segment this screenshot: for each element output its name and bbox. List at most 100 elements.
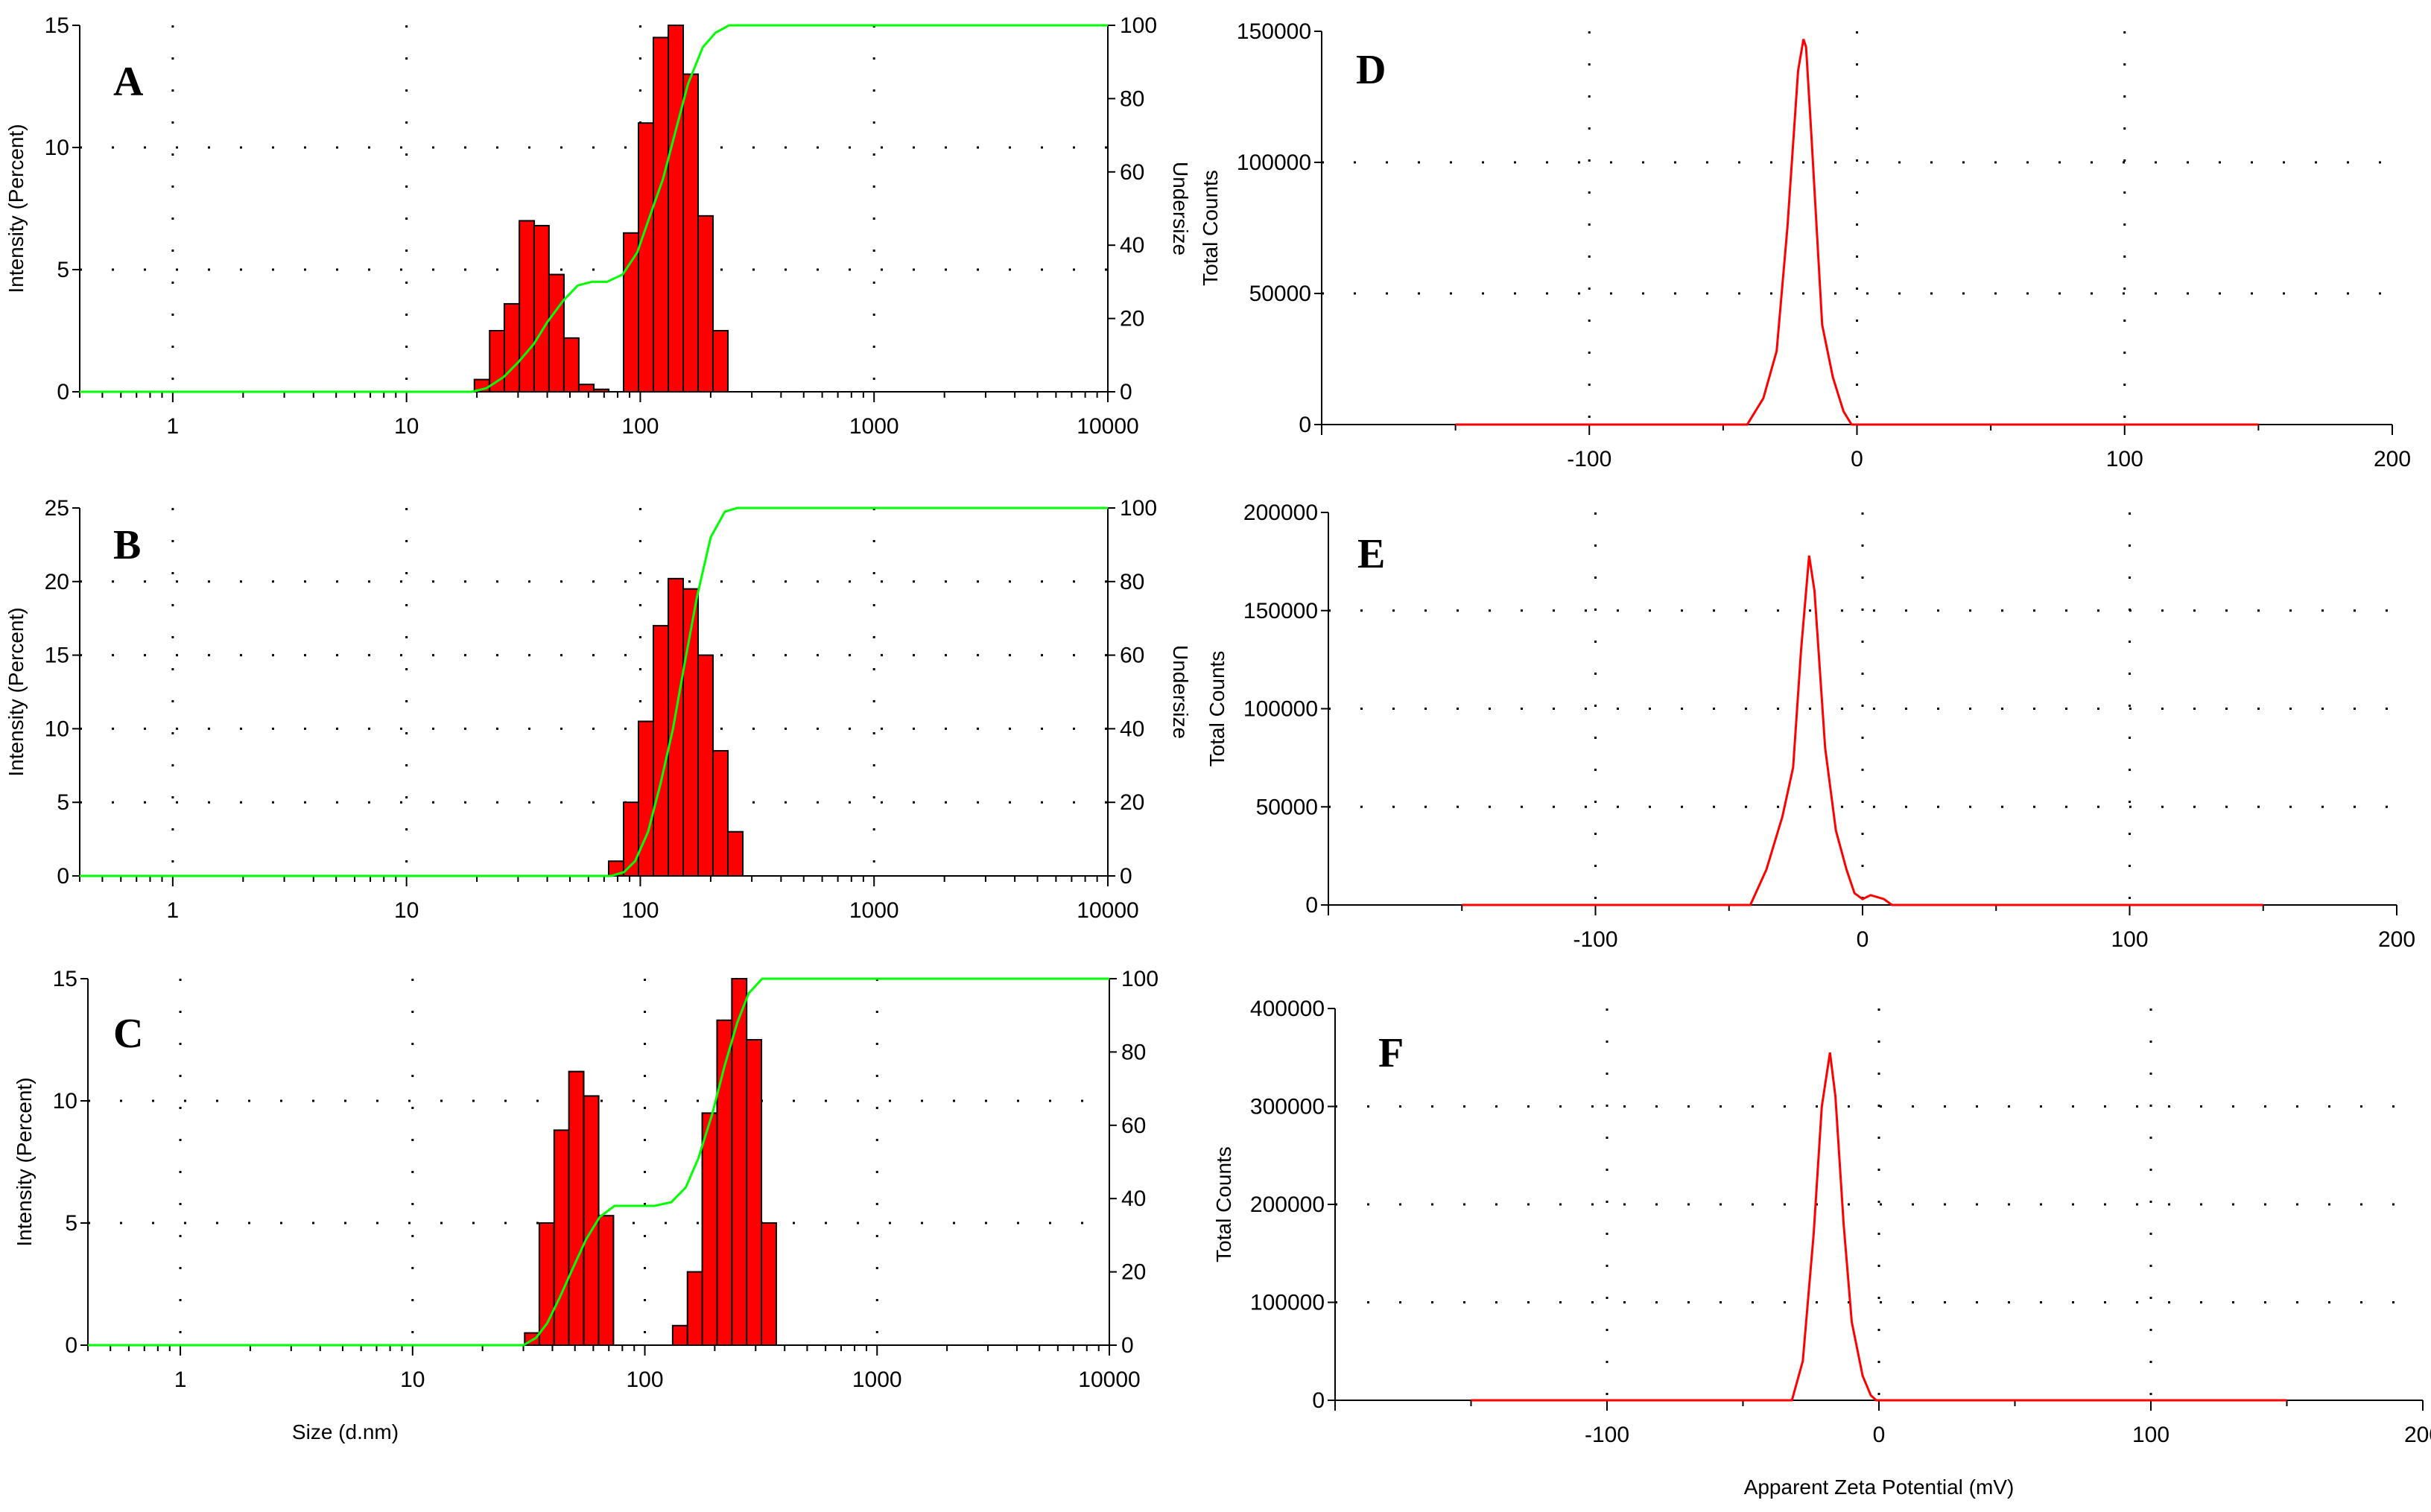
- x-tick-label: -100: [1567, 447, 1611, 471]
- intensity-bar: [712, 330, 729, 393]
- y-tick-label: 400000: [1250, 997, 1325, 1021]
- y2-tick-label: 80: [1121, 1040, 1146, 1064]
- y-tick-label: 50000: [1249, 282, 1311, 306]
- y-axis-title: Total Counts: [1212, 1146, 1235, 1262]
- y2-tick-label: 40: [1120, 717, 1144, 741]
- y2-tick-label: 100: [1120, 496, 1157, 521]
- panel-e: 0 50000 100000 150000 200000 -100 0 100 200 Total…: [1205, 501, 2415, 952]
- y-tick-label: 25: [45, 496, 69, 521]
- x-tick-label: -100: [1573, 927, 1617, 952]
- y-tick-label: 150000: [1243, 599, 1318, 623]
- panel-label: E: [1357, 531, 1385, 577]
- y2-tick-label: 0: [1120, 864, 1132, 889]
- y-tick-label: 15: [45, 13, 69, 38]
- y2-tick-label: 20: [1120, 790, 1144, 815]
- y-tick-label: 20: [45, 570, 69, 594]
- x-tick-label: 10000: [1077, 898, 1138, 923]
- y2-tick-label: 80: [1120, 570, 1144, 594]
- intensity-bar: [671, 1324, 688, 1347]
- y-axis-title: Intensity (Percent): [4, 124, 28, 293]
- y-tick-label: 5: [57, 258, 69, 282]
- y2-tick-label: 40: [1120, 233, 1144, 258]
- y2-axis-title: Undersize: [1169, 645, 1192, 739]
- x-tick-label: 100: [2111, 927, 2148, 952]
- intensity-bar: [503, 302, 520, 393]
- x-axis-title: Size (d.nm): [292, 1420, 399, 1443]
- intensity-bar: [701, 1112, 718, 1347]
- intensity-bar: [548, 273, 565, 393]
- y-tick-label: 100000: [1237, 150, 1311, 175]
- intensity-bar: [682, 73, 700, 393]
- y-tick-label: 5: [65, 1211, 77, 1236]
- panel-label: C: [113, 1011, 143, 1057]
- x-tick-label: 0: [1851, 447, 1863, 471]
- panel-label: F: [1378, 1030, 1404, 1076]
- intensity-bar: [712, 750, 729, 877]
- x-tick-label: 100: [621, 898, 659, 923]
- y2-tick-label: 20: [1120, 307, 1144, 331]
- x-tick-label: 200: [2374, 447, 2411, 471]
- intensity-bar: [686, 1271, 703, 1346]
- zeta-curve: [1462, 555, 2263, 906]
- intensity-bar: [519, 220, 536, 393]
- x-tick-label: 200: [2378, 927, 2415, 952]
- x-tick-label: 0: [1873, 1423, 1886, 1447]
- y2-tick-label: 60: [1121, 1114, 1146, 1138]
- y-tick-label: 10: [53, 1089, 77, 1114]
- y-tick-label: 0: [57, 380, 69, 404]
- panel-b: 0 5 10 15 20 25 0 20 40 60 80 100 1 10 100 1000 10000 Int…: [4, 496, 1192, 923]
- y2-axis-title: Undersize: [1169, 162, 1192, 255]
- y-tick-label: 15: [53, 967, 77, 991]
- intensity-bar: [598, 1215, 615, 1347]
- x-tick-label: 1000: [852, 1368, 902, 1392]
- y-tick-label: 0: [57, 864, 69, 889]
- zeta-curve: [1471, 1052, 2287, 1402]
- y-tick-label: 150000: [1237, 19, 1311, 44]
- y-tick-label: 5: [57, 790, 69, 815]
- intensity-bar: [727, 830, 744, 877]
- intensity-bar: [652, 36, 669, 393]
- y2-tick-label: 20: [1121, 1260, 1146, 1285]
- y-tick-label: 0: [65, 1333, 77, 1358]
- intensity-bar: [668, 577, 685, 877]
- y-tick-label: 15: [45, 644, 69, 668]
- panel-d: 0 50000 100000 150000 -100 0 100 200 Total Count…: [1199, 19, 2411, 471]
- panel-label: B: [113, 522, 141, 568]
- zeta-curve: [1455, 39, 2259, 426]
- y2-tick-label: 0: [1120, 380, 1132, 404]
- y2-tick-label: 40: [1121, 1187, 1146, 1211]
- y-tick-label: 300000: [1250, 1095, 1325, 1119]
- y-tick-label: 10: [45, 717, 69, 741]
- y-tick-label: 100000: [1250, 1291, 1325, 1315]
- y-tick-label: 200000: [1243, 501, 1318, 525]
- y2-tick-label: 0: [1121, 1333, 1134, 1358]
- x-tick-label: 1000: [849, 414, 899, 439]
- intensity-bar: [562, 337, 580, 393]
- y-tick-label: 0: [1299, 413, 1311, 437]
- panel-a: 0 5 10 15 0 20 40 60 80 100 1 10 100 1000 10000 Intensi…: [4, 13, 1192, 439]
- x-tick-label: 100: [621, 414, 659, 439]
- x-tick-label: 100: [2106, 447, 2143, 471]
- intensity-bar: [652, 625, 669, 877]
- intensity-bar: [578, 384, 595, 393]
- y2-tick-label: 100: [1120, 13, 1157, 38]
- intensity-bar: [668, 25, 685, 393]
- undersize-curve: [88, 977, 1109, 1347]
- intensity-bar: [533, 224, 550, 393]
- x-tick-label: -100: [1585, 1423, 1629, 1447]
- x-tick-label: 1: [167, 898, 180, 923]
- y2-tick-label: 60: [1120, 644, 1144, 668]
- x-tick-label: 100: [2132, 1423, 2169, 1447]
- y-tick-label: 0: [1312, 1388, 1325, 1413]
- intensity-bar: [637, 122, 654, 393]
- y-tick-label: 0: [1305, 893, 1318, 918]
- panel-label: D: [1356, 47, 1386, 93]
- y-tick-label: 10: [45, 136, 69, 160]
- undersize-curve: [80, 506, 1108, 877]
- y2-tick-label: 100: [1121, 967, 1159, 991]
- y-axis-title: Intensity (Percent): [4, 607, 28, 776]
- intensity-bar: [538, 1222, 555, 1346]
- x-tick-label: 10: [400, 1368, 425, 1392]
- y-axis-title: Total Counts: [1199, 170, 1222, 286]
- x-tick-label: 200: [2404, 1423, 2431, 1447]
